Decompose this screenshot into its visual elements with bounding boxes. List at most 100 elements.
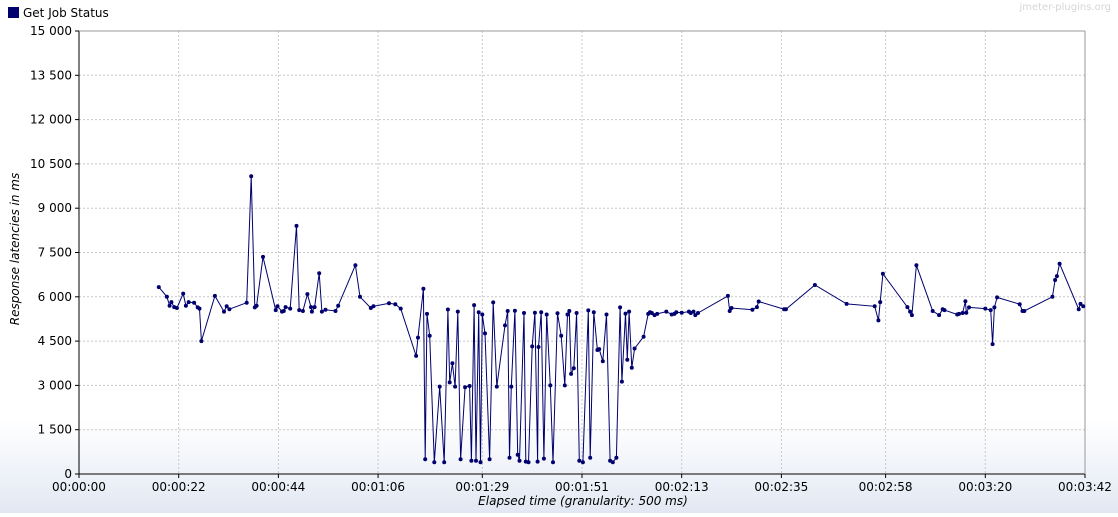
data-point	[1017, 302, 1022, 307]
x-tick-label: 00:01:29	[455, 480, 509, 494]
x-tick-label: 00:03:42	[1058, 480, 1112, 494]
data-point	[467, 384, 472, 388]
data-point	[261, 254, 265, 259]
data-point	[358, 294, 362, 299]
data-point	[156, 285, 161, 290]
y-tick-label: 9 000	[38, 201, 72, 215]
data-point	[535, 459, 540, 464]
data-point	[536, 345, 541, 349]
legend-swatch	[8, 7, 19, 18]
data-point	[317, 271, 322, 276]
data-point	[164, 294, 169, 299]
data-point	[323, 307, 328, 312]
data-point	[442, 460, 447, 465]
data-point	[1057, 261, 1062, 266]
data-point	[455, 309, 460, 314]
data-point	[483, 331, 487, 336]
data-point	[503, 323, 507, 328]
data-point	[988, 308, 993, 313]
data-point	[478, 460, 483, 465]
data-point	[169, 300, 174, 305]
data-point	[398, 306, 403, 311]
data-point	[309, 305, 313, 310]
data-point	[562, 383, 567, 388]
data-point	[750, 307, 755, 312]
data-point	[1022, 309, 1027, 313]
data-point	[614, 455, 619, 460]
data-point	[632, 346, 637, 351]
x-tick-label: 00:01:51	[555, 480, 609, 494]
data-point	[693, 313, 698, 318]
data-point	[333, 309, 338, 313]
data-point	[244, 300, 249, 305]
data-point	[610, 460, 615, 465]
y-axis-title: Response latencies in ms	[8, 173, 22, 325]
data-point	[512, 308, 517, 313]
data-point	[414, 353, 419, 358]
data-point	[591, 310, 596, 315]
data-point	[336, 303, 341, 308]
data-point	[729, 306, 734, 310]
data-point	[555, 311, 560, 316]
x-tick-label: 00:00:00	[52, 480, 106, 494]
data-point	[445, 307, 450, 312]
data-point	[586, 308, 591, 313]
data-point	[604, 312, 609, 317]
data-point	[571, 366, 576, 371]
data-point	[532, 310, 537, 315]
data-point	[526, 460, 531, 465]
y-tick-label: 6 000	[38, 290, 72, 304]
data-point	[319, 309, 324, 314]
data-point	[577, 458, 582, 463]
data-point	[305, 292, 310, 297]
data-point	[649, 311, 654, 315]
data-point	[1078, 301, 1083, 306]
data-point	[254, 303, 259, 308]
x-tick-label: 00:01:06	[351, 480, 405, 494]
data-point	[905, 305, 910, 310]
y-tick-label: 7 500	[38, 246, 72, 260]
data-point	[655, 311, 660, 316]
data-point	[453, 384, 458, 389]
data-point	[312, 305, 317, 310]
data-point	[432, 460, 437, 465]
data-point	[472, 303, 477, 308]
data-point	[618, 305, 623, 310]
data-point	[517, 458, 522, 463]
data-point	[990, 342, 995, 347]
data-point	[623, 311, 628, 316]
data-point	[309, 309, 314, 314]
data-point	[754, 305, 759, 310]
x-tick-label: 00:00:22	[152, 480, 206, 494]
data-point	[539, 310, 544, 315]
axis-layer: 0 1 500 3 000 4 500 6 000 7 500 9 000 10 500 12 …	[30, 24, 1112, 494]
data-point	[167, 303, 172, 308]
data-point	[559, 333, 564, 338]
data-point	[569, 371, 574, 376]
y-tick-label: 13 500	[30, 68, 72, 82]
data-point	[186, 300, 191, 305]
data-point	[371, 304, 376, 309]
data-point	[197, 306, 202, 311]
data-point	[756, 299, 761, 304]
data-point	[183, 303, 188, 308]
data-point	[509, 384, 514, 389]
data-point	[494, 384, 499, 389]
data-point	[872, 304, 877, 309]
data-point	[619, 379, 624, 384]
data-point	[224, 304, 229, 309]
data-point	[1054, 274, 1059, 279]
data-point	[957, 311, 961, 316]
data-point	[942, 308, 947, 313]
data-point	[423, 457, 428, 462]
data-point	[625, 357, 630, 362]
data-point	[937, 313, 942, 318]
data-point	[275, 304, 280, 309]
data-point	[964, 310, 969, 315]
data-point	[192, 300, 197, 305]
data-point	[515, 452, 520, 457]
x-tick-label: 00:03:20	[958, 480, 1012, 494]
data-point	[174, 306, 179, 310]
data-point	[437, 384, 442, 389]
